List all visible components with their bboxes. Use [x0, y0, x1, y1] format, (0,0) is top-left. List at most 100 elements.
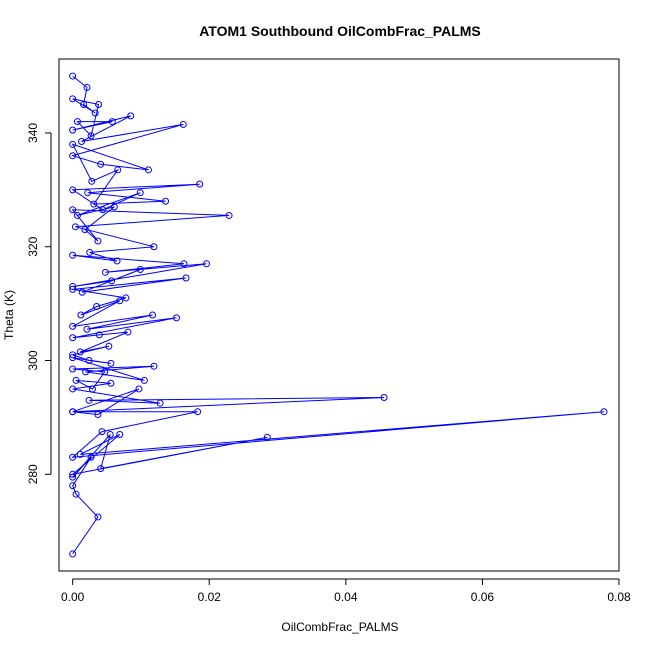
data-point — [83, 83, 91, 91]
data-point — [69, 140, 77, 148]
data-point — [83, 325, 91, 333]
data-point — [107, 379, 115, 387]
data-point — [69, 470, 77, 478]
data-point — [97, 465, 105, 473]
data-point — [69, 334, 77, 342]
data-point — [69, 72, 77, 80]
data-point — [82, 368, 90, 376]
data-point — [108, 277, 116, 285]
data-point — [95, 101, 103, 109]
data-point — [73, 118, 81, 126]
data-point — [69, 482, 77, 490]
x-tick-label: 0.08 — [607, 590, 631, 604]
y-tick-label: 340 — [26, 123, 40, 143]
data-point — [95, 331, 103, 339]
data-point — [140, 376, 148, 384]
data-point — [87, 453, 95, 461]
data-point — [69, 186, 77, 194]
data-point — [136, 189, 144, 197]
data-point — [107, 359, 115, 367]
x-tick-label: 0.02 — [198, 590, 222, 604]
data-point — [93, 302, 101, 310]
data-point — [135, 385, 143, 393]
data-point — [69, 322, 77, 330]
data-point — [94, 411, 102, 419]
data-point — [105, 342, 113, 350]
data-point — [76, 348, 84, 356]
data-point — [114, 166, 122, 174]
data-point — [69, 283, 77, 291]
chart-title: ATOM1 Southbound OilCombFrac_PALMS — [199, 23, 481, 39]
data-point — [94, 513, 102, 521]
y-tick-label: 320 — [26, 236, 40, 256]
data-point — [86, 248, 94, 256]
data-point — [99, 206, 107, 214]
data-point — [69, 354, 77, 362]
data-point — [144, 166, 152, 174]
data-point — [180, 260, 188, 268]
x-tick-label: 0.06 — [471, 590, 495, 604]
data-point — [97, 160, 105, 168]
data-point — [136, 265, 144, 273]
data-point — [73, 211, 81, 219]
data-point — [94, 237, 102, 245]
x-axis-label: OilCombFrac_PALMS — [281, 620, 398, 634]
data-point — [149, 311, 157, 319]
data-point — [69, 95, 77, 103]
data-point — [182, 274, 190, 282]
y-tick-label: 300 — [26, 350, 40, 370]
data-point — [91, 109, 99, 117]
data-point — [88, 177, 96, 185]
data-point — [69, 152, 77, 160]
data-point — [194, 408, 202, 416]
data-point — [81, 226, 89, 234]
data-point — [85, 357, 93, 365]
data-point — [600, 408, 608, 416]
data-point — [263, 433, 271, 441]
y-axis-label: Theta (K) — [2, 290, 16, 340]
data-point — [69, 453, 77, 461]
data-point — [150, 362, 158, 370]
x-axis: 0.00 0.02 0.04 0.06 0.08 — [61, 578, 631, 604]
data-point — [98, 428, 106, 436]
data-point — [80, 101, 88, 109]
series-line — [70, 75, 605, 555]
data-point — [116, 297, 124, 305]
data-point — [162, 197, 170, 205]
data-point — [69, 251, 77, 259]
data-point — [380, 393, 388, 401]
x-tick-label: 0.00 — [61, 590, 85, 604]
data-point — [110, 203, 118, 211]
data-point — [172, 314, 180, 322]
data-point — [69, 550, 77, 558]
series-group — [69, 72, 608, 558]
data-point — [69, 285, 77, 293]
data-point — [72, 490, 80, 498]
data-point — [225, 211, 233, 219]
data-point — [113, 257, 121, 265]
data-point — [196, 180, 204, 188]
data-point — [179, 120, 187, 128]
data-point — [69, 126, 77, 134]
data-point — [78, 137, 86, 145]
data-point — [88, 385, 96, 393]
data-point — [116, 430, 124, 438]
data-point — [84, 189, 92, 197]
data-point — [87, 132, 95, 140]
data-point — [69, 473, 77, 481]
data-point — [122, 294, 130, 302]
data-point — [69, 351, 77, 359]
data-point — [76, 450, 84, 458]
data-point — [69, 365, 77, 373]
data-point — [72, 376, 80, 384]
data-point — [85, 396, 93, 404]
data-point — [203, 260, 211, 268]
data-point — [106, 430, 114, 438]
data-point — [156, 399, 164, 407]
data-point — [150, 243, 158, 251]
x-tick-label: 0.04 — [334, 590, 358, 604]
data-point — [69, 408, 77, 416]
data-point — [78, 288, 86, 296]
data-point — [127, 112, 135, 120]
